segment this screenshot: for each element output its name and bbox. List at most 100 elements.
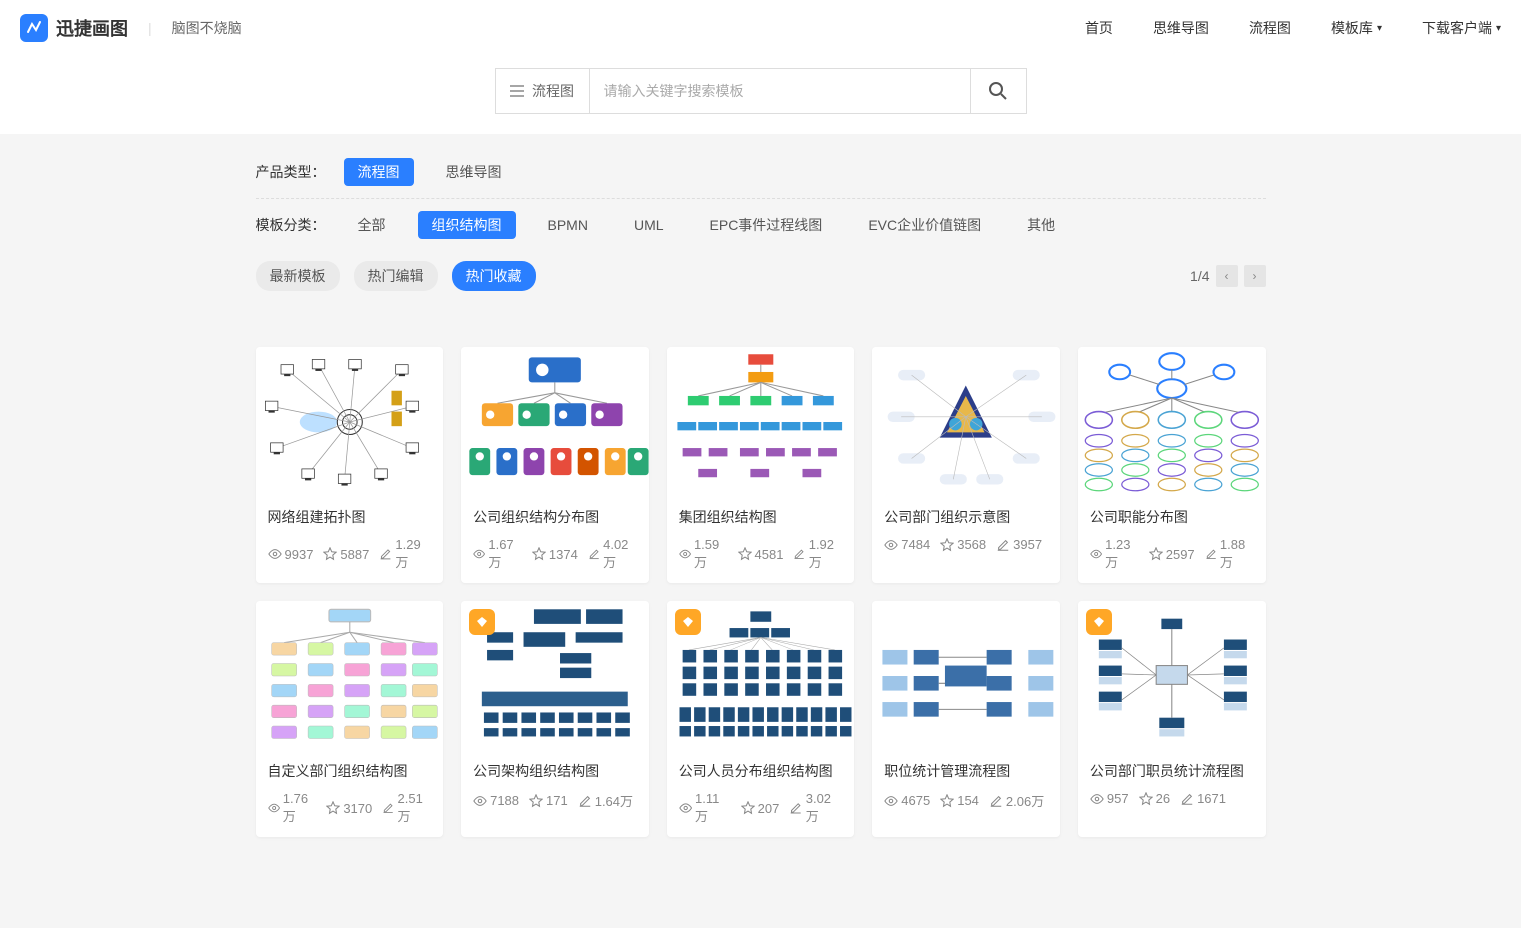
chevron-down-icon: ▾: [1377, 23, 1382, 34]
template-card[interactable]: 集团组织结构图 1.59万 4581 1.92万: [667, 347, 855, 583]
search-icon: [988, 81, 1008, 101]
card-title: 公司组织结构分布图: [473, 507, 637, 527]
search-box: 流程图: [495, 68, 1027, 114]
template-card[interactable]: 公司架构组织结构图 7188 171 1.64万: [461, 601, 649, 837]
card-stats: 1.11万 207 3.02万: [679, 791, 843, 825]
brand-name: 迅捷画图: [56, 15, 128, 41]
nav-flowchart[interactable]: 流程图: [1249, 18, 1291, 38]
category-pill-2[interactable]: BPMN: [534, 213, 602, 237]
content: 产品类型： 流程图思维导图 模板分类： 全部组织结构图 BPMN UML EPC事件过…: [256, 134, 1266, 837]
nav-download[interactable]: 下载客户端▾: [1422, 18, 1501, 38]
nav: 首页 思维导图 流程图 模板库▾ 下载客户端▾: [1085, 18, 1501, 38]
card-body: 公司组织结构分布图 1.67万 1374 4.02万: [461, 497, 649, 583]
card-title: 公司职能分布图: [1090, 507, 1254, 527]
card-body: 公司职能分布图 1.23万 2597 1.88万: [1078, 497, 1266, 583]
filter-category-row: 模板分类： 全部组织结构图 BPMN UML EPC事件过程线图 EVC企业价值链图其他: [256, 203, 1266, 247]
card-stats: 4675 154 2.06万: [884, 791, 1048, 810]
sort-pill-2[interactable]: 热门收藏: [452, 261, 536, 291]
card-thumbnail: [667, 601, 855, 751]
stars-stat: 4581: [738, 547, 784, 562]
category-pill-0[interactable]: 全部: [344, 211, 400, 239]
template-grid: 网络组建拓扑图 9937 5887 1.29万 公司组织结构分布图 1.67万 …: [256, 347, 1266, 837]
template-card[interactable]: 公司组织结构分布图 1.67万 1374 4.02万: [461, 347, 649, 583]
tagline: 脑图不烧脑: [172, 18, 242, 38]
sort-pill-0[interactable]: 最新模板: [256, 261, 340, 291]
template-card[interactable]: 公司部门职员统计流程图 957 26 1671: [1078, 601, 1266, 837]
template-card[interactable]: 公司部门组织示意图 7484 3568 3957: [872, 347, 1060, 583]
template-card[interactable]: 自定义部门组织结构图 1.76万 3170 2.51万: [256, 601, 444, 837]
search-button[interactable]: [970, 69, 1026, 113]
card-thumbnail: [872, 347, 1060, 497]
stars-stat: 171: [529, 793, 568, 808]
filter-product-row: 产品类型： 流程图思维导图: [256, 150, 1266, 194]
edits-stat: 4.02万: [588, 537, 637, 571]
category-pill-4[interactable]: EPC事件过程线图: [696, 211, 837, 239]
category-pill-5[interactable]: EVC企业价值链图: [854, 211, 995, 239]
views-stat: 4675: [884, 793, 930, 808]
category-pill-1[interactable]: 组织结构图: [418, 211, 516, 239]
search-input[interactable]: [590, 69, 970, 113]
card-thumbnail: [461, 601, 649, 751]
card-stats: 9937 5887 1.29万: [268, 537, 432, 571]
page-indicator: 1/4: [1190, 268, 1209, 284]
menu-icon: [510, 85, 524, 97]
header: 迅捷画图 | 脑图不烧脑 首页 思维导图 流程图 模板库▾ 下载客户端▾: [0, 0, 1521, 56]
category-pill-6[interactable]: 其他: [1013, 211, 1069, 239]
edits-stat: 2.06万: [989, 791, 1044, 810]
template-card[interactable]: 公司人员分布组织结构图 1.11万 207 3.02万: [667, 601, 855, 837]
prev-page-button[interactable]: ‹: [1216, 265, 1238, 287]
card-title: 公司部门职员统计流程图: [1090, 761, 1254, 781]
search-type-selector[interactable]: 流程图: [496, 69, 590, 113]
card-title: 公司部门组织示意图: [884, 507, 1048, 527]
stars-stat: 26: [1139, 791, 1170, 806]
divider: |: [148, 20, 152, 36]
stars-stat: 207: [741, 801, 780, 816]
stars-stat: 2597: [1149, 547, 1195, 562]
card-body: 公司人员分布组织结构图 1.11万 207 3.02万: [667, 751, 855, 837]
premium-badge-icon: [1086, 609, 1112, 635]
nav-home[interactable]: 首页: [1085, 18, 1113, 38]
edits-stat: 1671: [1180, 791, 1226, 806]
card-stats: 1.76万 3170 2.51万: [268, 791, 432, 825]
card-stats: 7188 171 1.64万: [473, 791, 637, 810]
card-title: 集团组织结构图: [679, 507, 843, 527]
sort-row: 最新模板热门编辑热门收藏 1/4 ‹ ›: [256, 247, 1266, 297]
sort-pill-1[interactable]: 热门编辑: [354, 261, 438, 291]
card-stats: 1.59万 4581 1.92万: [679, 537, 843, 571]
views-stat: 957: [1090, 791, 1129, 806]
nav-mindmap[interactable]: 思维导图: [1153, 18, 1209, 38]
edits-stat: 3957: [996, 537, 1042, 552]
card-thumbnail: [461, 347, 649, 497]
card-thumbnail: [872, 601, 1060, 751]
views-stat: 7188: [473, 793, 519, 808]
search-type-label: 流程图: [532, 81, 574, 101]
edits-stat: 3.02万: [789, 791, 842, 825]
card-body: 职位统计管理流程图 4675 154 2.06万: [872, 751, 1060, 822]
premium-badge-icon: [469, 609, 495, 635]
nav-library[interactable]: 模板库▾: [1331, 18, 1382, 38]
card-body: 公司部门组织示意图 7484 3568 3957: [872, 497, 1060, 564]
template-card[interactable]: 网络组建拓扑图 9937 5887 1.29万: [256, 347, 444, 583]
logo-icon: [20, 14, 48, 42]
category-pill-3[interactable]: UML: [620, 213, 678, 237]
template-card[interactable]: 职位统计管理流程图 4675 154 2.06万: [872, 601, 1060, 837]
filter-category-label: 模板分类：: [256, 215, 326, 235]
logo[interactable]: 迅捷画图: [20, 14, 128, 42]
views-stat: 9937: [268, 547, 314, 562]
product-pill-0[interactable]: 流程图: [344, 158, 414, 186]
card-body: 集团组织结构图 1.59万 4581 1.92万: [667, 497, 855, 583]
product-pill-1[interactable]: 思维导图: [432, 158, 516, 186]
card-thumbnail: [256, 601, 444, 751]
template-card[interactable]: 公司职能分布图 1.23万 2597 1.88万: [1078, 347, 1266, 583]
views-stat: 1.76万: [268, 791, 317, 825]
card-body: 网络组建拓扑图 9937 5887 1.29万: [256, 497, 444, 583]
views-stat: 1.11万: [679, 791, 731, 825]
views-stat: 1.23万: [1090, 537, 1139, 571]
stars-stat: 3568: [940, 537, 986, 552]
card-thumbnail: [256, 347, 444, 497]
card-stats: 7484 3568 3957: [884, 537, 1048, 552]
next-page-button[interactable]: ›: [1244, 265, 1266, 287]
views-stat: 1.67万: [473, 537, 522, 571]
card-title: 公司人员分布组织结构图: [679, 761, 843, 781]
card-title: 自定义部门组织结构图: [268, 761, 432, 781]
